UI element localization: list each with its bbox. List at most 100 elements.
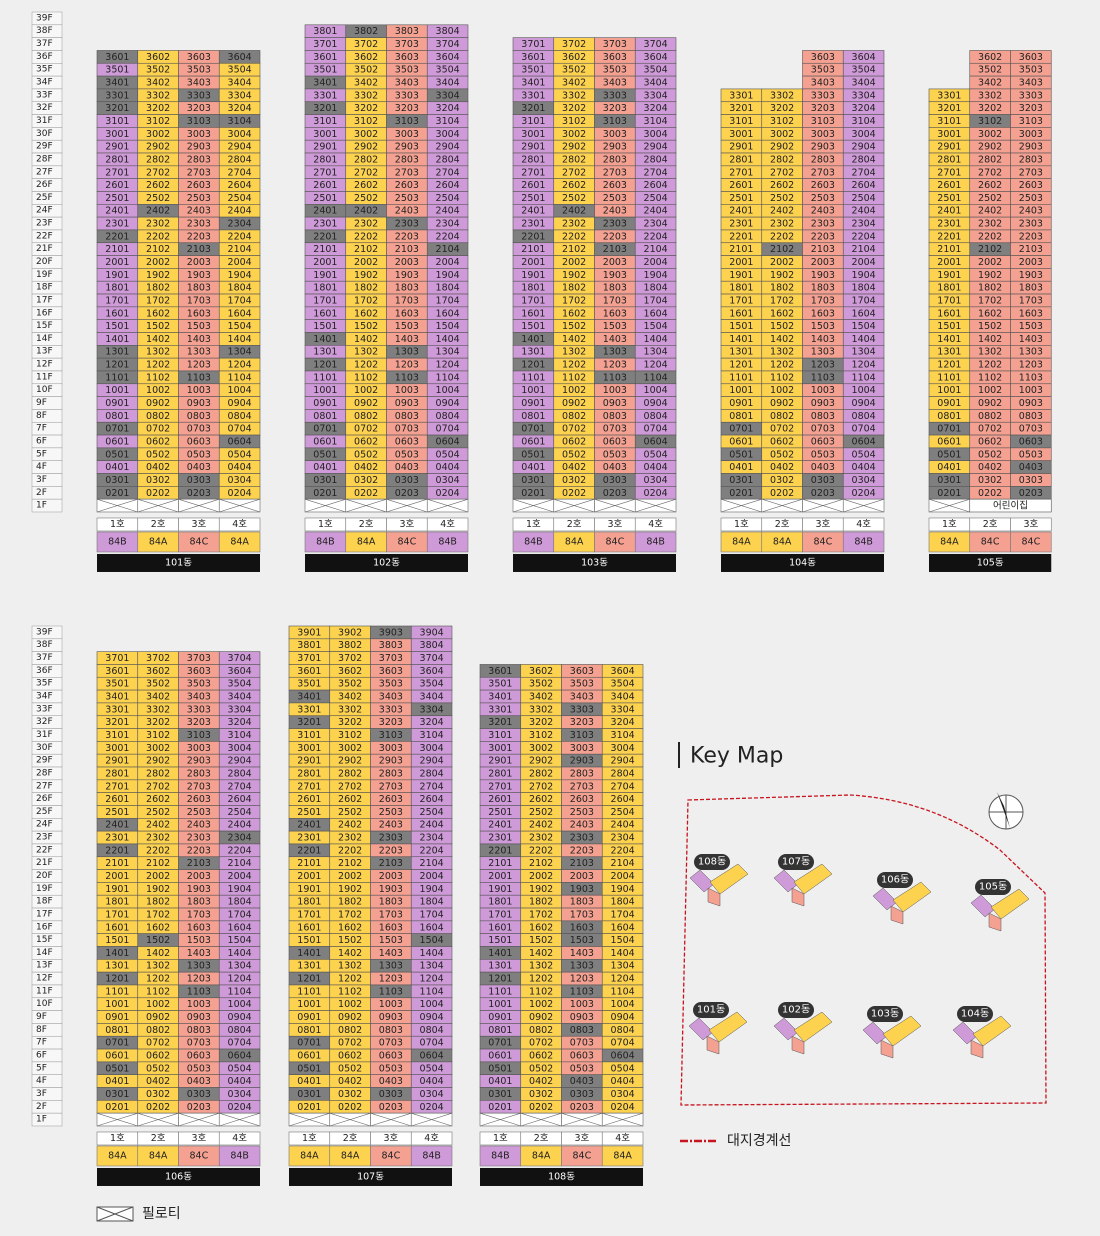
unit-label: 2601 bbox=[297, 794, 321, 805]
unit-label: 2704 bbox=[436, 167, 460, 178]
unit-label: 0304 bbox=[611, 1089, 635, 1100]
floor-label: 1F bbox=[36, 1115, 47, 1125]
unit-label: 2004 bbox=[228, 871, 252, 882]
unit-label: 2604 bbox=[644, 180, 668, 191]
unit-label: 1602 bbox=[146, 308, 170, 319]
unit-label: 1003 bbox=[395, 385, 419, 396]
floor-label: 4F bbox=[36, 1076, 47, 1086]
unit-label: 0601 bbox=[105, 436, 129, 447]
unit-label: 2504 bbox=[852, 193, 876, 204]
unit-label: 3604 bbox=[420, 666, 444, 677]
unit-label: 1802 bbox=[338, 897, 362, 908]
unit-label: 2703 bbox=[811, 167, 835, 178]
floor-label: 24F bbox=[36, 206, 53, 216]
unit-label: 2802 bbox=[770, 154, 794, 165]
unit-label: 1804 bbox=[644, 283, 668, 294]
unit-label: 0504 bbox=[420, 1063, 444, 1074]
unit-label: 0302 bbox=[562, 475, 586, 486]
unit-label: 3201 bbox=[105, 717, 129, 728]
pilotis-cross bbox=[178, 1112, 220, 1127]
line-label: 1호 bbox=[734, 519, 749, 530]
unit-label: 1803 bbox=[811, 283, 835, 294]
unit-label: 2903 bbox=[811, 142, 835, 153]
unit-label: 0303 bbox=[811, 475, 835, 486]
pilotis-cross bbox=[520, 1112, 562, 1127]
unit-label: 2301 bbox=[937, 219, 961, 230]
unit-label: 3703 bbox=[603, 39, 627, 50]
unit-label: 2303 bbox=[395, 219, 419, 230]
unit-label: 1103 bbox=[187, 372, 211, 383]
floor-label: 30F bbox=[36, 129, 53, 139]
keymap-label-bg bbox=[957, 1006, 993, 1022]
unit-label: 1601 bbox=[297, 922, 321, 933]
unit-label: 2004 bbox=[611, 871, 635, 882]
unit-label: 2604 bbox=[852, 180, 876, 191]
unit-label: 2103 bbox=[395, 244, 419, 255]
unit-label: 3303 bbox=[187, 90, 211, 101]
unit-label: 0501 bbox=[105, 449, 129, 460]
unit-label: 3901 bbox=[297, 627, 321, 638]
unit-label: 0703 bbox=[570, 1038, 594, 1049]
floor-label: 35F bbox=[36, 679, 53, 689]
keymap-building: 108동 bbox=[689, 854, 749, 907]
unit-label: 2202 bbox=[146, 845, 170, 856]
unit-label: 2203 bbox=[395, 231, 419, 242]
unit-label: 3304 bbox=[644, 90, 668, 101]
unit-label: 2504 bbox=[644, 193, 668, 204]
unit-label: 1803 bbox=[187, 283, 211, 294]
unit-label: 1604 bbox=[436, 308, 460, 319]
unit-label: 0502 bbox=[354, 449, 378, 460]
unit-label: 3802 bbox=[338, 640, 362, 651]
unit-label: 2101 bbox=[729, 244, 753, 255]
unit-label: 0904 bbox=[420, 1012, 444, 1023]
unit-label: 1901 bbox=[105, 270, 129, 281]
unit-label: 2104 bbox=[420, 858, 444, 869]
keymap-wing bbox=[709, 863, 749, 895]
unit-label: 2201 bbox=[105, 231, 129, 242]
keymap-label-bg bbox=[694, 854, 730, 870]
unit-label: 3502 bbox=[529, 679, 553, 690]
unit-label: 1002 bbox=[562, 385, 586, 396]
line-label: 1호 bbox=[526, 519, 541, 530]
unit-label: 1902 bbox=[146, 884, 170, 895]
unit-label: 1004 bbox=[228, 385, 252, 396]
unit-label: 3502 bbox=[978, 65, 1002, 76]
unit-label: 1102 bbox=[338, 986, 362, 997]
floor-label: 25F bbox=[36, 193, 53, 203]
unit-label: 0501 bbox=[488, 1063, 512, 1074]
unit-label: 2104 bbox=[644, 244, 668, 255]
unit-label: 2301 bbox=[729, 219, 753, 230]
unit-label: 0504 bbox=[228, 1063, 252, 1074]
line-header bbox=[634, 517, 677, 532]
floor-label: 23F bbox=[36, 833, 53, 843]
unit-label: 1002 bbox=[146, 385, 170, 396]
unit-label: 2201 bbox=[297, 845, 321, 856]
unit-label: 1102 bbox=[529, 986, 553, 997]
unit-label: 1501 bbox=[313, 321, 337, 332]
unit-label: 1902 bbox=[529, 884, 553, 895]
unit-label: 0701 bbox=[937, 424, 961, 435]
unit-label: 3001 bbox=[521, 129, 545, 140]
unit-label: 2204 bbox=[228, 845, 252, 856]
unit-label: 1702 bbox=[529, 909, 553, 920]
building-name-bar bbox=[97, 553, 260, 572]
keymap-building: 103동 bbox=[862, 1006, 922, 1059]
unit-label: 1901 bbox=[937, 270, 961, 281]
unit-label: 1502 bbox=[146, 321, 170, 332]
unit-label: 0404 bbox=[228, 462, 252, 473]
unit-label: 1101 bbox=[297, 986, 321, 997]
unit-label: 1703 bbox=[187, 295, 211, 306]
unit-label: 2704 bbox=[611, 781, 635, 792]
unit-label: 0503 bbox=[187, 1063, 211, 1074]
unit-label: 0702 bbox=[354, 424, 378, 435]
unit-label: 1804 bbox=[852, 283, 876, 294]
floor-label: 6F bbox=[36, 1050, 47, 1060]
type-label: 84B bbox=[524, 536, 543, 547]
unit-label: 3702 bbox=[354, 39, 378, 50]
pilotis-cross bbox=[635, 498, 677, 513]
unit-label: 2403 bbox=[570, 820, 594, 831]
unit-label: 1404 bbox=[611, 948, 635, 959]
unit-label: 0403 bbox=[1019, 462, 1043, 473]
unit-label: 1704 bbox=[228, 295, 252, 306]
unit-label: 2502 bbox=[354, 193, 378, 204]
